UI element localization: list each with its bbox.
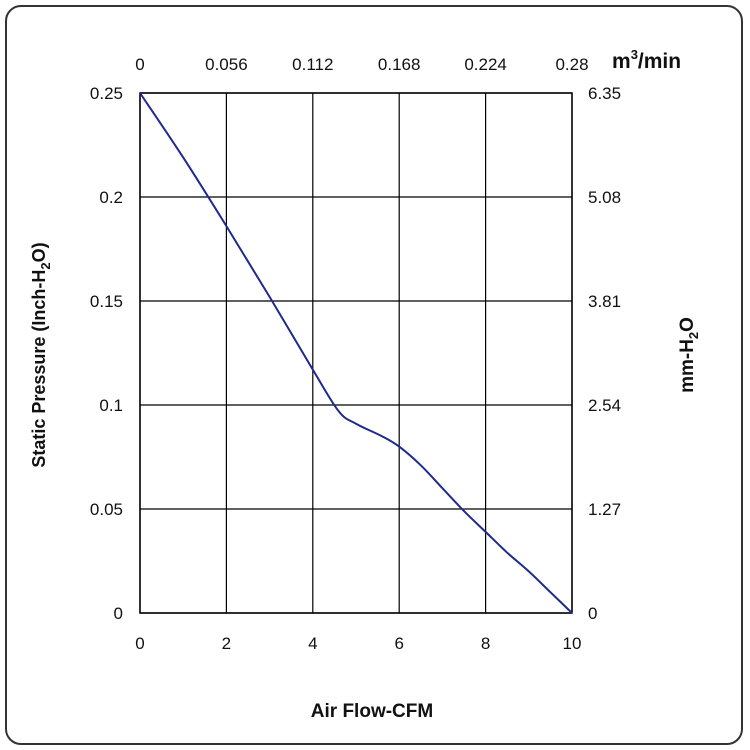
x-tick-label: 10 — [563, 634, 582, 653]
x-tick-label: 6 — [394, 634, 403, 653]
y-tick-label: 0 — [114, 604, 123, 623]
y2-tick-label: 6.35 — [588, 84, 621, 103]
x2-tick-labels: 0 0.056 0.112 0.168 0.224 0.28 — [135, 55, 588, 74]
y-tick-label: 0.2 — [99, 188, 123, 207]
plot-border — [139, 92, 573, 614]
y-tick-label: 0.15 — [90, 292, 123, 311]
y-tick-label: 0.25 — [90, 84, 123, 103]
series-line — [139, 92, 573, 614]
x-tick-label: 4 — [308, 634, 317, 653]
x-tick-label: 2 — [222, 634, 231, 653]
y-axis-label: Static Pressure (Inch-H2O) — [29, 242, 53, 467]
x-tick-labels: 0 2 4 6 8 10 — [135, 634, 581, 653]
x2-tick-label: 0.056 — [205, 55, 248, 74]
x2-tick-label: 0.168 — [378, 55, 421, 74]
x-axis-label: Air Flow-CFM — [311, 701, 433, 722]
x-tick-label: 8 — [481, 634, 490, 653]
x2-tick-label: 0.28 — [555, 55, 588, 74]
x2-tick-label: 0 — [135, 55, 144, 74]
y2-axis-label: mm-H2O — [677, 317, 701, 393]
y-tick-label: 0.05 — [90, 500, 123, 519]
y2-tick-label: 5.08 — [588, 188, 621, 207]
y-tick-labels: 0 0.05 0.1 0.15 0.2 0.25 — [90, 84, 123, 623]
y-tick-label: 0.1 — [99, 396, 123, 415]
y2-tick-label: 1.27 — [588, 500, 621, 519]
x2-tick-label: 0.224 — [464, 55, 507, 74]
chart-frame — [5, 5, 743, 745]
x2-tick-label: 0.112 — [292, 55, 333, 74]
x2-axis-label: m3/min — [612, 47, 681, 73]
y2-tick-label: 3.81 — [588, 292, 621, 311]
y2-tick-label: 0 — [588, 604, 597, 623]
y2-tick-labels: 0 1.27 2.54 3.81 5.08 6.35 — [588, 84, 621, 623]
x-tick-label: 0 — [135, 634, 144, 653]
grid-lines — [139, 92, 573, 614]
y2-tick-label: 2.54 — [588, 396, 621, 415]
